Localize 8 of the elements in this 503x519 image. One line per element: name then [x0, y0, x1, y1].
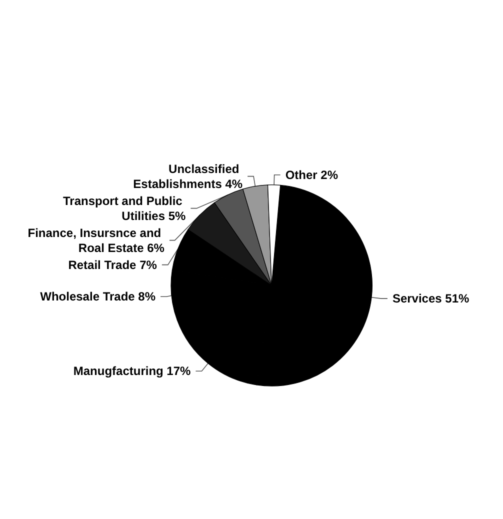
- slice-label: Transport and Public Utilities 5%: [63, 194, 186, 223]
- slice-label: Manugfacturing 17%: [73, 364, 192, 378]
- slice-label: Unclassified Establishments 4%: [133, 162, 243, 191]
- slice-label: Services 51%: [392, 292, 470, 306]
- slice-label: Other 2%: [285, 168, 338, 182]
- slice-label: Wholesale Trade 8%: [40, 290, 156, 304]
- slice-label: Finance, Insursnce and Roal Estate 6%: [28, 226, 165, 255]
- slice-label: Retail Trade 7%: [68, 258, 158, 272]
